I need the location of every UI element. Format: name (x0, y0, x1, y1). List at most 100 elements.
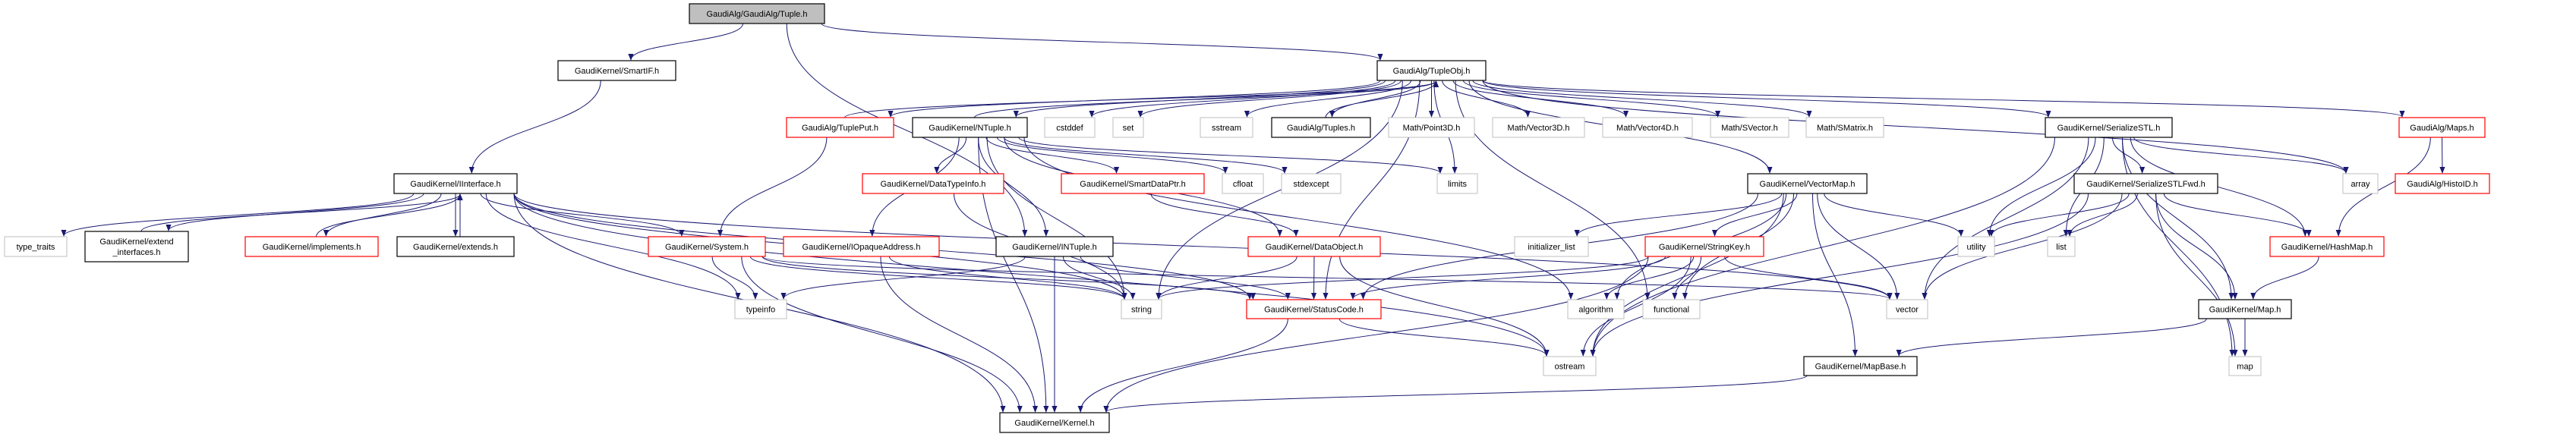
edge-system-to-typeinfo (711, 256, 758, 300)
node-label: GaudiKernel/extends.h (413, 243, 498, 252)
node-tupleobj[interactable]: GaudiAlg/TupleObj.h (1376, 60, 1487, 81)
node-tuples[interactable]: GaudiAlg/Tuples.h (1271, 117, 1371, 138)
node-ntuple[interactable]: GaudiKernel/NTuple.h (912, 117, 1028, 138)
node-mapH[interactable]: GaudiKernel/Map.h (2198, 299, 2292, 319)
node-stdexcept: stdexcept (1281, 173, 1342, 194)
node-iopaque[interactable]: GaudiKernel/IOpaqueAddress.h (783, 236, 940, 257)
edge-stringkey-to-kernel (1103, 256, 1649, 413)
edge-vectormap-to-vector (1817, 193, 1900, 300)
node-box (84, 231, 189, 263)
edge-vectormap-to-ostream (1590, 193, 1784, 357)
node-label: Math/Vector4D.h (1616, 124, 1679, 133)
node-box (1281, 173, 1342, 194)
node-label: GaudiAlg/Tuples.h (1287, 124, 1355, 133)
edge-tupleobj-to-svector (1462, 80, 1721, 118)
edge-tuple-to-smartif (628, 23, 744, 61)
node-box (2398, 117, 2486, 138)
node-histoid[interactable]: GaudiAlg/HistoID.h (2395, 173, 2490, 194)
node-hashmap[interactable]: GaudiKernel/HashMap.h (2269, 236, 2385, 257)
node-dataobject[interactable]: GaudiKernel/DataObject.h (1247, 236, 1381, 257)
node-label: cstddef (1056, 124, 1083, 133)
node-box (1567, 299, 1625, 319)
edge-statuscode-to-ostream (1338, 318, 1550, 357)
node-mapbase[interactable]: GaudiKernel/MapBase.h (1803, 356, 1918, 376)
node-box (1886, 299, 1928, 319)
node-label: GaudiKernel/NTuple.h (929, 124, 1011, 133)
edge-extend_interfaces-to-iinterface (140, 193, 463, 232)
node-label: GaudiKernel/Kernel.h (1014, 419, 1094, 428)
edge-system-to-kernel (741, 256, 1023, 413)
node-box (244, 236, 379, 257)
node-label: GaudiAlg/Maps.h (2410, 124, 2474, 133)
node-label: Math/SVector.h (1721, 124, 1778, 133)
node-intuple[interactable]: GaudiKernel/INTuple.h (995, 236, 1114, 257)
node-box (2228, 356, 2262, 376)
edge-stringkey-to-statuscode (1350, 256, 1666, 300)
node-list: list (2047, 236, 2076, 257)
edge-serializestl-to-utility (1986, 137, 2096, 237)
edge-tupleobj-to-vector4d (1452, 80, 1629, 118)
node-box (1436, 173, 1478, 194)
edge-stringkey-to-algorithm (1603, 256, 1695, 300)
edge-vectormap-to-mapbase (1812, 193, 1859, 357)
node-implements[interactable]: GaudiKernel/implements.h (244, 236, 379, 257)
node-box (2395, 173, 2490, 194)
node-label: GaudiKernel/INTuple.h (1012, 243, 1097, 252)
node-tuple[interactable]: GaudiAlg/GaudiAlg/Tuple.h (689, 3, 825, 24)
node-sstream: sstream (1200, 117, 1253, 138)
node-label: GaudiKernel/DataTypeInfo.h (881, 180, 986, 189)
node-label: GaudiKernel/IOpaqueAddress.h (802, 243, 921, 252)
node-box (1044, 117, 1096, 138)
node-utility: utility (1957, 236, 1995, 257)
node-label: stdexcept (1293, 180, 1329, 189)
edge-serializestlfwd-to-vector (1922, 193, 2123, 300)
node-smartdataptr[interactable]: GaudiKernel/SmartDataPtr.h (1061, 173, 1205, 194)
node-smartif[interactable]: GaudiKernel/SmartIF.h (557, 60, 676, 81)
node-statuscode[interactable]: GaudiKernel/StatusCode.h (1246, 299, 1382, 319)
edge-serializestl-to-vector (1922, 137, 2089, 300)
node-serializestlfwd[interactable]: GaudiKernel/SerializeSTLFwd.h (2073, 173, 2218, 194)
node-datatypeinfo[interactable]: GaudiKernel/DataTypeInfo.h (862, 173, 1004, 194)
node-array: array (2342, 173, 2379, 194)
node-label: GaudiKernel/StringKey.h (1659, 243, 1750, 252)
node-box (1388, 117, 1475, 138)
edge-ntuple-to-smartdataptr (985, 137, 1120, 174)
node-string: string (1121, 299, 1162, 319)
edge-hashmap-to-mapH (2250, 256, 2319, 300)
edge-iinterface-to-ostream (513, 193, 1550, 357)
edge-tupleobj-to-sstream (1244, 80, 1411, 118)
node-iinterface[interactable]: GaudiKernel/IInterface.h (393, 173, 518, 194)
node-label: Math/Point3D.h (1403, 124, 1461, 133)
node-label: functional (1654, 306, 1689, 315)
node-box (1514, 236, 1589, 257)
node-extend_interfaces[interactable]: GaudiKernel/extend _interfaces.h (84, 231, 189, 263)
edge-iinterface-to-typeinfo (485, 193, 741, 300)
node-tupleput[interactable]: GaudiAlg/TuplePut.h (786, 117, 894, 138)
node-map: map (2228, 356, 2262, 376)
node-label: utility (1966, 243, 1986, 252)
node-kernel[interactable]: GaudiKernel/Kernel.h (999, 412, 1110, 433)
node-system[interactable]: GaudiKernel/System.h (648, 236, 766, 257)
edge-serializestlfwd-to-utility (1988, 193, 2130, 237)
edge-intuple-to-statuscode (1080, 256, 1291, 300)
edge-stringkey-to-functional (1672, 256, 1702, 300)
edge-serializestlfwd-to-mapH (2155, 193, 2238, 300)
node-box (1121, 299, 1162, 319)
edge-ntuple-to-datatypeinfo (934, 137, 967, 174)
node-label: Math/SMatrix.h (1817, 124, 1873, 133)
node-vectormap[interactable]: GaudiKernel/VectorMap.h (1747, 173, 1868, 194)
node-label: Math/Vector3D.h (1508, 124, 1570, 133)
edge-iinterface-to-extend_interfaces (166, 193, 424, 231)
node-box (1247, 236, 1381, 257)
node-extends[interactable]: GaudiKernel/extends.h (396, 236, 515, 257)
node-serializestl[interactable]: GaudiKernel/SerializeSTL.h (2045, 117, 2173, 138)
node-maps[interactable]: GaudiAlg/Maps.h (2398, 117, 2486, 138)
node-label: GaudiAlg/GaudiAlg/Tuple.h (707, 10, 808, 19)
node-box (995, 236, 1114, 257)
edge-intuple-to-string (1062, 256, 1136, 300)
node-label: GaudiAlg/HistoID.h (2407, 180, 2478, 189)
edge-tupleobj-to-cstddef (1089, 80, 1396, 118)
node-set: set (1112, 117, 1144, 138)
edge-dataobject-to-ostream (1339, 256, 1550, 357)
node-stringkey[interactable]: GaudiKernel/StringKey.h (1644, 236, 1764, 257)
